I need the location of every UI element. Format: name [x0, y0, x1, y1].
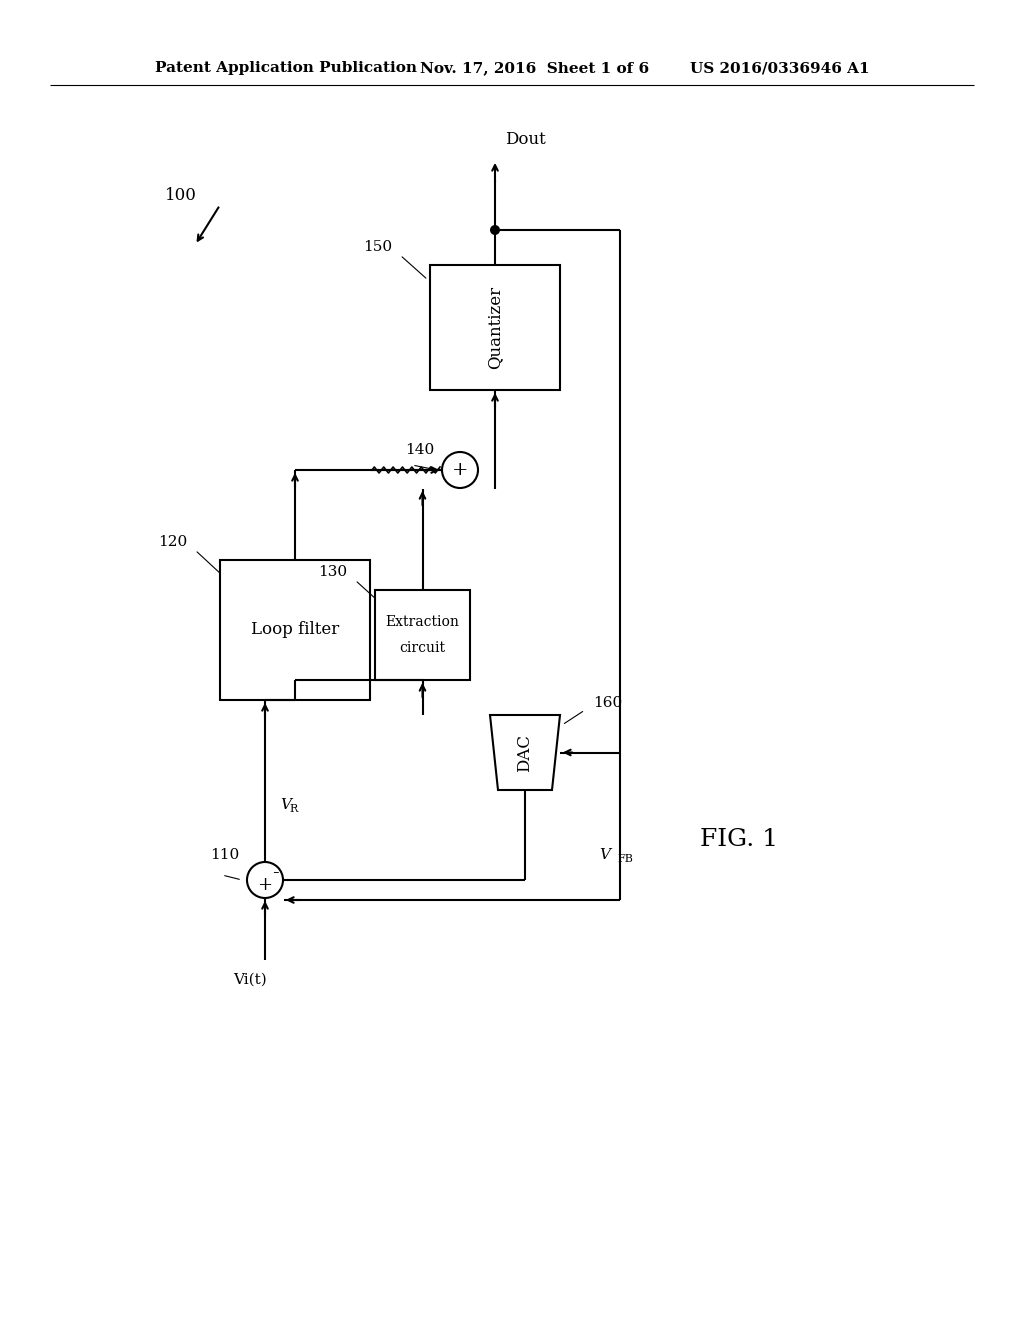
Text: +: +	[257, 876, 272, 894]
Text: 140: 140	[406, 444, 434, 457]
Text: Dout: Dout	[505, 132, 546, 149]
Text: Loop filter: Loop filter	[251, 622, 339, 639]
Text: US 2016/0336946 A1: US 2016/0336946 A1	[690, 61, 869, 75]
Text: Quantizer: Quantizer	[486, 286, 504, 370]
Text: FIG. 1: FIG. 1	[700, 829, 778, 851]
Text: V: V	[599, 847, 610, 862]
Text: 150: 150	[362, 240, 392, 253]
Text: Extraction: Extraction	[386, 615, 460, 628]
Text: Vi(t): Vi(t)	[233, 973, 267, 987]
Text: +: +	[452, 461, 468, 479]
Text: circuit: circuit	[399, 642, 445, 656]
Circle shape	[247, 862, 283, 898]
Circle shape	[442, 451, 478, 488]
Text: 110: 110	[210, 847, 240, 862]
Text: Nov. 17, 2016  Sheet 1 of 6: Nov. 17, 2016 Sheet 1 of 6	[420, 61, 649, 75]
Polygon shape	[490, 715, 560, 789]
Text: 120: 120	[158, 535, 187, 549]
Text: Patent Application Publication: Patent Application Publication	[155, 61, 417, 75]
Text: V: V	[280, 799, 291, 812]
Bar	[220, 560, 370, 700]
Text: 100: 100	[165, 186, 197, 203]
Circle shape	[490, 224, 500, 235]
Text: 160: 160	[593, 696, 623, 710]
Text: 130: 130	[317, 565, 347, 579]
Bar	[375, 590, 470, 680]
Text: DAC: DAC	[516, 734, 534, 771]
Text: -: -	[271, 865, 279, 882]
Text: FB: FB	[617, 854, 633, 865]
Bar	[430, 265, 560, 389]
Text: R: R	[289, 804, 297, 814]
